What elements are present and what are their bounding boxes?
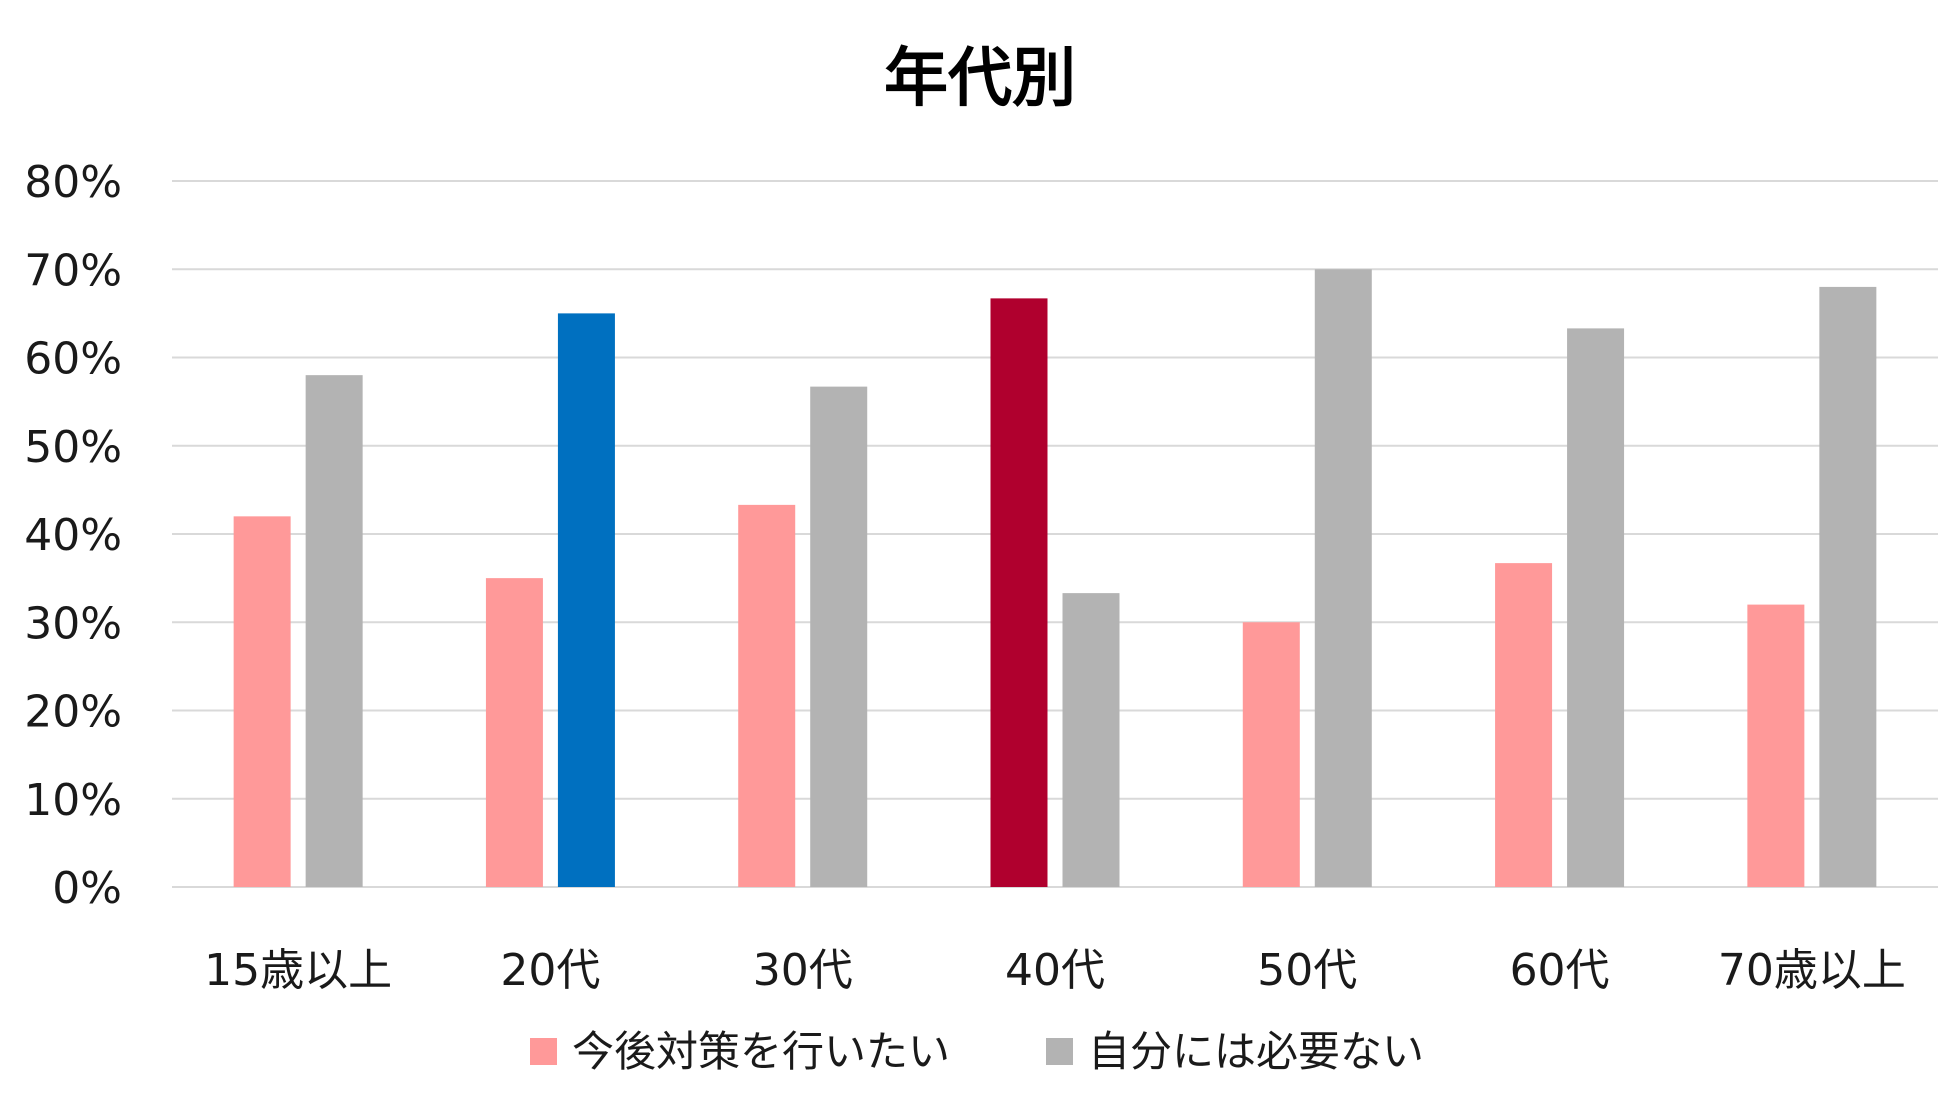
y-tick-label: 50% bbox=[24, 422, 122, 473]
y-axis-ticks: 0% 10% 20% 30% 40% 50% 60% 70% 80% bbox=[24, 157, 122, 914]
bar-not-needed bbox=[305, 375, 363, 887]
bar-want-measures bbox=[738, 504, 796, 887]
x-tick-label: 20代 bbox=[500, 945, 600, 996]
x-tick-label: 50代 bbox=[1257, 945, 1357, 996]
y-tick-label: 0% bbox=[52, 863, 122, 914]
y-tick-label: 80% bbox=[24, 157, 122, 208]
bar-not-needed bbox=[557, 313, 615, 887]
y-tick-label: 20% bbox=[24, 687, 122, 738]
y-tick-label: 70% bbox=[24, 245, 122, 296]
x-tick-label: 70歳以上 bbox=[1718, 945, 1906, 996]
bar-want-measures bbox=[990, 298, 1048, 887]
x-tick-label: 15歳以上 bbox=[204, 945, 392, 996]
bar-want-measures bbox=[1495, 563, 1553, 887]
legend-swatch bbox=[530, 1038, 557, 1065]
legend-swatch bbox=[1046, 1038, 1073, 1065]
bars bbox=[233, 269, 1877, 887]
gridlines bbox=[172, 180, 1938, 888]
legend: 今後対策を行いたい 自分には必要ない bbox=[530, 1027, 1424, 1076]
bar-want-measures bbox=[1747, 604, 1805, 887]
bar-not-needed bbox=[1819, 286, 1877, 887]
y-tick-label: 10% bbox=[24, 775, 122, 826]
legend-label: 自分には必要ない bbox=[1088, 1027, 1424, 1076]
bar-not-needed bbox=[810, 386, 868, 887]
bar-want-measures bbox=[485, 578, 543, 887]
y-tick-label: 40% bbox=[24, 510, 122, 561]
chart-title: 年代別 bbox=[884, 42, 1076, 116]
x-tick-label: 60代 bbox=[1510, 945, 1610, 996]
bar-not-needed bbox=[1062, 593, 1120, 887]
y-tick-label: 30% bbox=[24, 598, 122, 649]
x-axis-ticks: 15歳以上 20代 30代 40代 50代 60代 70歳以上 bbox=[204, 945, 1906, 996]
bar-not-needed bbox=[1314, 269, 1372, 887]
x-tick-label: 30代 bbox=[753, 945, 853, 996]
bar-want-measures bbox=[233, 516, 291, 887]
bar-want-measures bbox=[1242, 622, 1300, 887]
x-tick-label: 40代 bbox=[1005, 945, 1105, 996]
bar-not-needed bbox=[1567, 328, 1625, 887]
y-tick-label: 60% bbox=[24, 334, 122, 385]
legend-label: 今後対策を行いたい bbox=[572, 1027, 950, 1076]
